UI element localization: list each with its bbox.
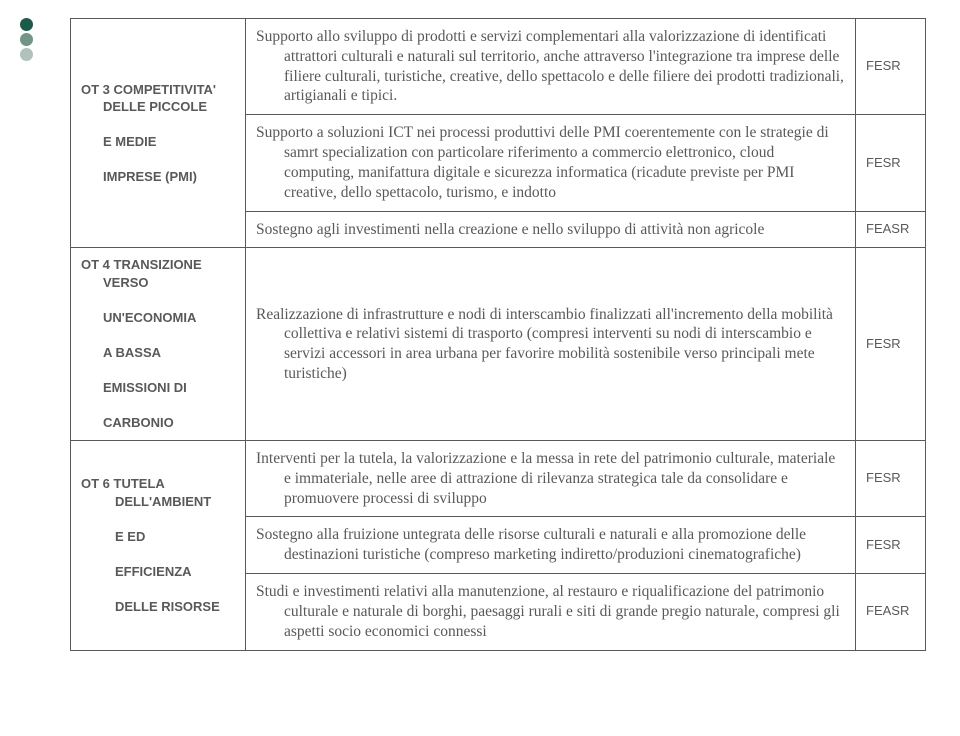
category-line: E MEDIE (81, 133, 235, 151)
dot-icon (20, 33, 33, 46)
fund-tag: FEASR (856, 574, 926, 650)
category-line: E ED (81, 528, 235, 546)
category-line: OT 6 TUTELA (81, 476, 165, 491)
body-cell: Realizzazione di infrastrutture e nodi d… (246, 248, 856, 440)
category-line: DELLE RISORSE (81, 598, 235, 616)
category-line: UN'ECONOMIA (81, 309, 235, 327)
fund-tag: FESR (856, 19, 926, 115)
table-row: OT 6 TUTELADELL'AMBIENTE EDEFFICIENZADEL… (71, 440, 926, 516)
category-line: OT 4 TRANSIZIONE (81, 257, 202, 272)
body-cell: Supporto allo sviluppo di prodotti e ser… (246, 19, 856, 115)
body-text: Studi e investimenti relativi alla manut… (256, 582, 845, 641)
table-row: OT 3 COMPETITIVITA'DELLE PICCOLEE MEDIEI… (71, 19, 926, 115)
body-cell: Interventi per la tutela, la valorizzazi… (246, 440, 856, 516)
body-text: Sostegno agli investimenti nella creazio… (256, 220, 845, 240)
category-line: EFFICIENZA (81, 563, 235, 581)
category-line: IMPRESE (PMI) (81, 168, 235, 186)
body-cell: Sostegno alla fruizione untegrata delle … (246, 517, 856, 574)
body-cell: Sostegno agli investimenti nella creazio… (246, 211, 856, 248)
fund-tag: FESR (856, 248, 926, 440)
category-line: A BASSA (81, 344, 235, 362)
body-text: Supporto allo sviluppo di prodotti e ser… (256, 27, 845, 106)
body-text: Interventi per la tutela, la valorizzazi… (256, 449, 845, 508)
dot-icon (20, 18, 33, 31)
decorative-dots (20, 18, 33, 61)
fund-tag: FEASR (856, 211, 926, 248)
category-line: EMISSIONI DI (81, 379, 235, 397)
policy-table: OT 3 COMPETITIVITA'DELLE PICCOLE E MEDIE I… (70, 18, 926, 651)
body-text: Supporto a soluzioni ICT nei processi pr… (256, 123, 845, 202)
category-line: OT 3 COMPETITIVITA' (81, 82, 216, 97)
category-cell: OT 4 TRANSIZIONE VERSO UN'ECONOMIA A BASSA E… (71, 248, 246, 440)
category-cell: OT 6 TUTELA DELL'AMBIENT E ED EFFICIENZA DEL… (71, 440, 246, 650)
category-line: CARBONIO (81, 414, 235, 432)
category-line: DELL'AMBIENT (81, 493, 235, 511)
body-text: Realizzazione di infrastrutture e nodi d… (256, 305, 845, 384)
fund-tag: FESR (856, 440, 926, 516)
fund-tag: FESR (856, 115, 926, 211)
category-cell: OT 3 COMPETITIVITA'DELLE PICCOLE E MEDIE I… (71, 19, 246, 248)
category-line: VERSO (81, 274, 235, 292)
body-text: Sostegno alla fruizione untegrata delle … (256, 525, 845, 565)
body-cell: Supporto a soluzioni ICT nei processi pr… (246, 115, 856, 211)
category-line: DELLE PICCOLE (81, 98, 235, 116)
table-row: OT 4 TRANSIZIONE VERSO UN'ECONOMIA A BASSA E… (71, 248, 926, 440)
dot-icon (20, 48, 33, 61)
body-cell: Studi e investimenti relativi alla manut… (246, 574, 856, 650)
fund-tag: FESR (856, 517, 926, 574)
